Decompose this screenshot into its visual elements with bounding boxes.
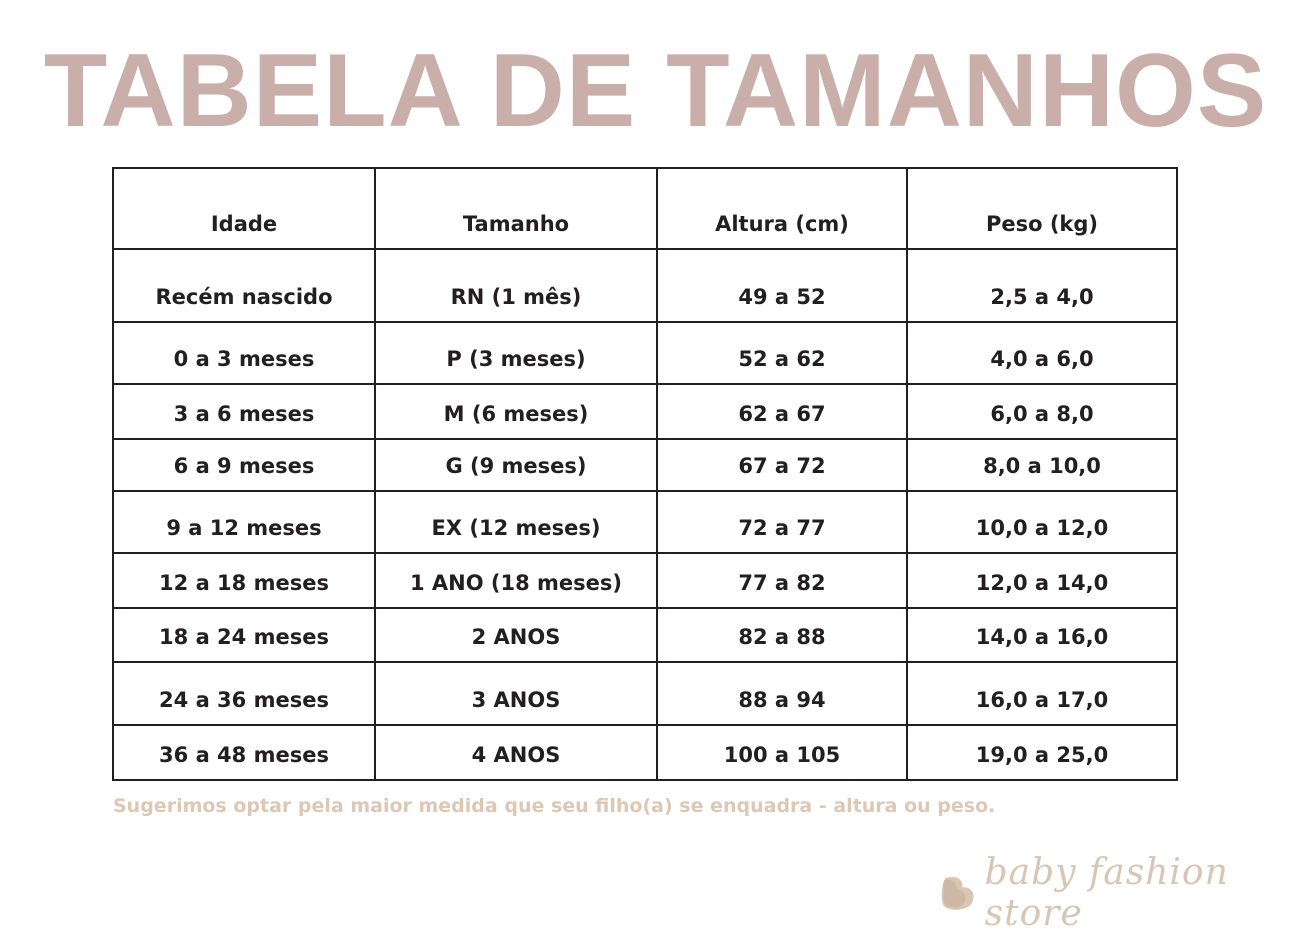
cell-tamanho: 2 ANOS bbox=[374, 607, 658, 663]
header-idade: Idade bbox=[112, 167, 376, 250]
cell-idade: 24 a 36 meses bbox=[112, 661, 376, 726]
cell-tamanho: 1 ANO (18 meses) bbox=[374, 552, 658, 609]
table-row: 3 a 6 meses M (6 meses) 62 a 67 6,0 a 8,0 bbox=[112, 383, 1178, 440]
table-row: 24 a 36 meses 3 ANOS 88 a 94 16,0 a 17,0 bbox=[112, 661, 1178, 726]
cell-peso: 10,0 a 12,0 bbox=[906, 490, 1178, 554]
cell-tamanho: 4 ANOS bbox=[374, 724, 658, 781]
table-row: 12 a 18 meses 1 ANO (18 meses) 77 a 82 12,0… bbox=[112, 552, 1178, 609]
table-row: 36 a 48 meses 4 ANOS 100 a 105 19,0 a 25,0 bbox=[112, 724, 1178, 781]
cell-tamanho: G (9 meses) bbox=[374, 438, 658, 492]
cell-tamanho: RN (1 mês) bbox=[374, 248, 658, 323]
table-row: Recém nascido RN (1 mês) 49 a 52 2,5 a 4,0 bbox=[112, 248, 1178, 323]
cell-tamanho: EX (12 meses) bbox=[374, 490, 658, 554]
cell-peso: 6,0 a 8,0 bbox=[906, 383, 1178, 440]
cell-idade: Recém nascido bbox=[112, 248, 376, 323]
size-table: Idade Tamanho Altura (cm) Peso (kg) Recé… bbox=[112, 167, 1178, 781]
table-row: 9 a 12 meses EX (12 meses) 72 a 77 10,0 a 1… bbox=[112, 490, 1178, 554]
logo-text: baby fashion store bbox=[984, 852, 1229, 934]
cell-peso: 4,0 a 6,0 bbox=[906, 321, 1178, 385]
cell-altura: 77 a 82 bbox=[656, 552, 908, 609]
table-row: 18 a 24 meses 2 ANOS 82 a 88 14,0 a 16,0 bbox=[112, 607, 1178, 663]
cell-peso: 8,0 a 10,0 bbox=[906, 438, 1178, 492]
cell-idade: 18 a 24 meses bbox=[112, 607, 376, 663]
cell-peso: 19,0 a 25,0 bbox=[906, 724, 1178, 781]
cell-altura: 100 a 105 bbox=[656, 724, 908, 781]
cell-altura: 82 a 88 bbox=[656, 607, 908, 663]
cell-idade: 3 a 6 meses bbox=[112, 383, 376, 440]
cell-altura: 72 a 77 bbox=[656, 490, 908, 554]
cell-peso: 2,5 a 4,0 bbox=[906, 248, 1178, 323]
header-altura: Altura (cm) bbox=[656, 167, 908, 250]
cell-peso: 16,0 a 17,0 bbox=[906, 661, 1178, 726]
table-row: 6 a 9 meses G (9 meses) 67 a 72 8,0 a 10,0 bbox=[112, 438, 1178, 492]
cell-altura: 62 a 67 bbox=[656, 383, 908, 440]
cell-idade: 0 a 3 meses bbox=[112, 321, 376, 385]
cell-altura: 88 a 94 bbox=[656, 661, 908, 726]
cell-tamanho: 3 ANOS bbox=[374, 661, 658, 726]
table-row: 0 a 3 meses P (3 meses) 52 a 62 4,0 a 6,0 bbox=[112, 321, 1178, 385]
cell-altura: 52 a 62 bbox=[656, 321, 908, 385]
footnote: Sugerimos optar pela maior medida que se… bbox=[113, 795, 996, 817]
cell-idade: 6 a 9 meses bbox=[112, 438, 376, 492]
cell-peso: 12,0 a 14,0 bbox=[906, 552, 1178, 609]
butterfly-icon bbox=[941, 876, 974, 910]
page-title: TABELA DE TAMANHOS bbox=[43, 33, 1268, 149]
cell-idade: 9 a 12 meses bbox=[112, 490, 376, 554]
cell-tamanho: M (6 meses) bbox=[374, 383, 658, 440]
cell-idade: 12 a 18 meses bbox=[112, 552, 376, 609]
cell-tamanho: P (3 meses) bbox=[374, 321, 658, 385]
cell-altura: 49 a 52 bbox=[656, 248, 908, 323]
cell-peso: 14,0 a 16,0 bbox=[906, 607, 1178, 663]
cell-altura: 67 a 72 bbox=[656, 438, 908, 492]
table-header-row: Idade Tamanho Altura (cm) Peso (kg) bbox=[112, 167, 1178, 250]
header-tamanho: Tamanho bbox=[374, 167, 658, 250]
brand-logo: baby fashion store bbox=[940, 852, 1311, 934]
header-peso: Peso (kg) bbox=[906, 167, 1178, 250]
cell-idade: 36 a 48 meses bbox=[112, 724, 376, 781]
